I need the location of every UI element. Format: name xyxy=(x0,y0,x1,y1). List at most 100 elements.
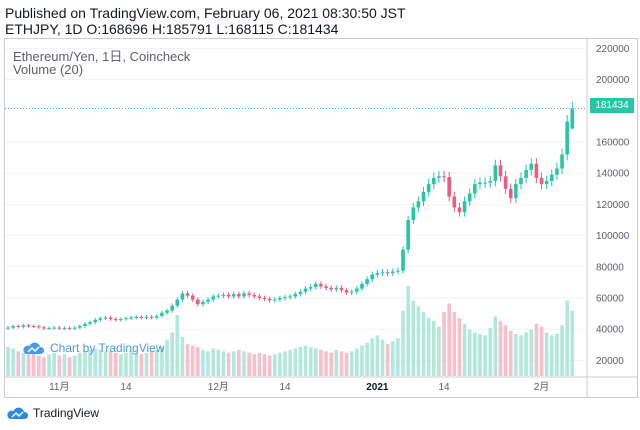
candle xyxy=(467,188,472,207)
candle-body xyxy=(401,249,405,271)
volume-bar xyxy=(406,286,410,376)
chart-frame[interactable] xyxy=(4,38,638,398)
ohlc-header: ETHJPY, 1D O:168696 H:185791 L:168115 C:… xyxy=(5,21,339,37)
candle xyxy=(98,316,103,322)
candle-body xyxy=(514,184,518,199)
candle xyxy=(42,325,46,330)
candle xyxy=(36,324,41,329)
candle xyxy=(237,291,241,299)
volume-bar xyxy=(488,328,493,376)
candle-body xyxy=(201,301,205,305)
x-axis-ticks: 11月 14 12月 14 2021 14 2月 xyxy=(49,381,549,393)
candle-body xyxy=(185,293,190,296)
candle xyxy=(21,323,26,329)
candle-body xyxy=(555,168,559,175)
candle xyxy=(175,297,180,308)
volume-bar xyxy=(473,332,477,376)
candle xyxy=(47,326,51,330)
candle-body xyxy=(36,326,41,328)
candle-body xyxy=(247,293,251,295)
candle xyxy=(411,202,416,225)
volume-bar xyxy=(390,341,395,376)
candle xyxy=(78,324,82,330)
candle xyxy=(355,286,359,295)
candle xyxy=(478,177,482,190)
candle xyxy=(344,287,349,296)
candle xyxy=(31,324,36,329)
candle-body xyxy=(57,327,62,329)
volume-bar xyxy=(565,300,569,376)
candle xyxy=(242,290,246,299)
candle-body xyxy=(529,163,534,171)
candle xyxy=(262,295,267,302)
candle-body xyxy=(149,316,154,318)
tradingview-cloud-icon xyxy=(23,342,44,354)
volume-bar xyxy=(36,355,41,376)
candle xyxy=(165,308,169,315)
candle-body xyxy=(6,327,10,329)
candle-body xyxy=(42,327,46,329)
candle xyxy=(149,314,154,320)
candle xyxy=(211,294,215,302)
volume-bar xyxy=(493,316,498,376)
volume-bar xyxy=(124,352,128,376)
candle-body xyxy=(303,288,308,292)
candle xyxy=(319,281,323,289)
candle-body xyxy=(278,297,282,300)
volume-bar xyxy=(539,326,544,376)
candle xyxy=(231,291,236,299)
volume-bar xyxy=(72,355,77,376)
y-tick-label: 40000 xyxy=(596,325,624,336)
candle xyxy=(11,324,15,330)
volume-legend: Volume (20) xyxy=(13,62,84,77)
volume-bar xyxy=(396,338,400,376)
candle-body xyxy=(98,318,103,320)
volume-bar xyxy=(26,354,31,376)
candle xyxy=(380,269,385,276)
candle-body xyxy=(52,327,56,329)
candle-body xyxy=(570,108,575,129)
volume-bar xyxy=(180,336,185,376)
volume-bar xyxy=(334,349,339,376)
candle-body xyxy=(124,318,128,320)
candle xyxy=(390,268,395,276)
candle-body xyxy=(298,291,303,295)
candle xyxy=(324,283,328,291)
candle-body xyxy=(462,201,467,213)
volume-bar xyxy=(190,345,195,376)
candle xyxy=(16,324,21,329)
candle-body xyxy=(170,305,174,311)
candle xyxy=(421,186,426,207)
candle-body xyxy=(565,121,569,155)
candle-body xyxy=(375,273,380,275)
volume-bar xyxy=(324,351,328,376)
candle xyxy=(298,289,303,297)
candle-body xyxy=(365,279,369,284)
candle xyxy=(283,294,287,301)
candle xyxy=(426,178,431,197)
x-tick-label: 14 xyxy=(120,382,132,393)
candle-body xyxy=(47,327,51,329)
candle-body xyxy=(457,207,462,213)
volume-bar xyxy=(416,306,421,376)
volume-bar xyxy=(272,354,277,376)
candle xyxy=(139,315,144,320)
candle-body xyxy=(108,317,113,320)
candle-body xyxy=(88,322,92,324)
volume-bar xyxy=(308,346,313,376)
candle xyxy=(334,285,339,292)
y-tick-label: 220000 xyxy=(596,44,630,55)
volume-bar xyxy=(303,345,308,376)
candle-body xyxy=(406,219,410,250)
y-tick-label: 100000 xyxy=(596,231,630,242)
candle xyxy=(544,175,549,190)
volume-bar xyxy=(483,335,487,376)
volume-bar xyxy=(442,312,446,376)
volume-bar xyxy=(462,323,467,376)
footer-brand[interactable]: TradingView xyxy=(6,406,99,420)
candle xyxy=(93,318,98,324)
volume-bar xyxy=(278,352,282,376)
candle xyxy=(267,296,272,303)
candle-body xyxy=(180,293,185,300)
